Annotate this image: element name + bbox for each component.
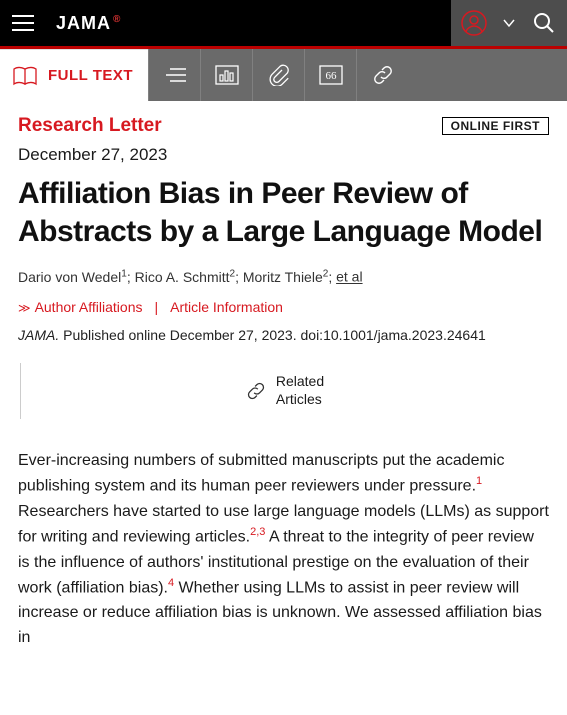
article-body: Ever-increasing numbers of submitted man… [18,449,549,651]
related-articles-button[interactable]: RelatedArticles [20,363,549,419]
user-account-button[interactable] [451,0,497,46]
book-icon [12,66,38,86]
link-icon [372,64,394,86]
article-title: Affiliation Bias in Peer Review of Abstr… [18,175,549,250]
author-affiliations-link[interactable]: ≫Author Affiliations [18,299,142,315]
share-button[interactable] [356,49,408,101]
sections-button[interactable] [148,49,200,101]
article-info-link[interactable]: Article Information [170,299,283,315]
authors-etal-link[interactable]: et al [336,269,362,285]
paperclip-icon [268,64,290,86]
link-icon [246,381,266,401]
menu-button[interactable] [0,0,46,46]
search-icon [533,12,555,34]
user-icon [461,10,487,36]
online-first-badge: ONLINE FIRST [442,117,549,135]
citation: JAMA. Published online December 27, 2023… [18,327,549,343]
full-text-label: FULL TEXT [48,67,133,84]
section-label: Research Letter [18,115,162,137]
quote-icon: 66 [319,65,343,85]
svg-text:66: 66 [325,70,337,82]
hamburger-icon [12,15,34,31]
search-button[interactable] [521,0,567,46]
attachments-button[interactable] [252,49,304,101]
chevron-down-icon [503,18,515,28]
figures-button[interactable] [200,49,252,101]
publication-date: December 27, 2023 [18,145,549,165]
chevron-right-icon: ≫ [18,301,31,315]
related-articles-label: RelatedArticles [276,373,324,408]
divider: | [154,299,158,315]
sections-icon [164,66,186,84]
dropdown-toggle[interactable] [497,18,521,28]
chart-icon [215,65,239,85]
references-button[interactable]: 66 [304,49,356,101]
full-text-tab[interactable]: FULL TEXT [0,49,148,101]
logo[interactable]: JAMA® [56,13,121,34]
authors-list: Dario von Wedel1; Rico A. Schmitt2; Mori… [18,268,549,285]
